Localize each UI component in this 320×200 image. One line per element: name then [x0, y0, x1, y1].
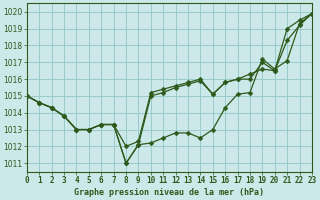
X-axis label: Graphe pression niveau de la mer (hPa): Graphe pression niveau de la mer (hPa) — [74, 188, 264, 197]
